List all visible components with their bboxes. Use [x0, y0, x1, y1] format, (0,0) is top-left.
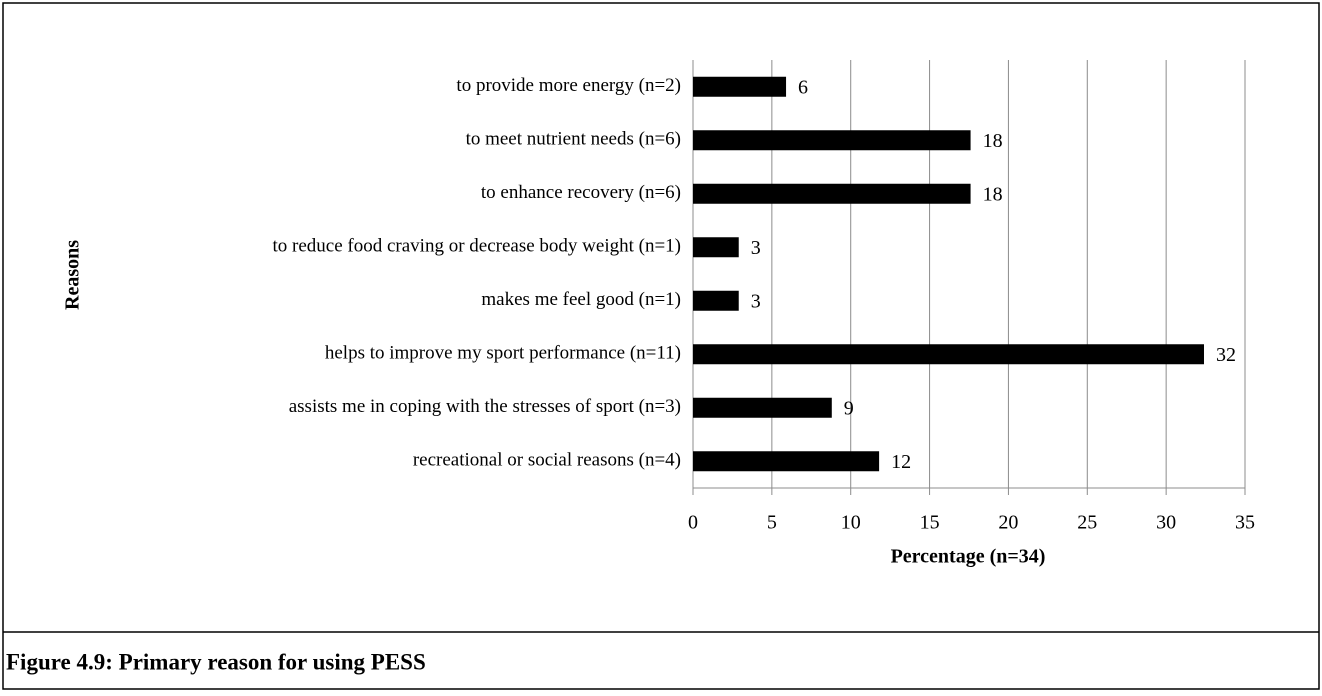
- x-axis-title: Percentage (n=34): [891, 546, 1046, 568]
- x-tick-label: 10: [841, 512, 861, 534]
- y-tick-label: to meet nutrient needs (n=6): [466, 129, 681, 150]
- data-label: 18: [983, 183, 1003, 205]
- y-tick-label: to reduce food craving or decrease body …: [273, 236, 682, 257]
- x-tick-label: 20: [998, 512, 1018, 534]
- data-label: 3: [751, 237, 761, 259]
- x-tick-label: 25: [1077, 512, 1097, 534]
- bar: [693, 237, 739, 258]
- bar: [693, 76, 787, 97]
- y-tick-label: makes me feel good (n=1): [481, 289, 681, 310]
- y-tick-label: recreational or social reasons (n=4): [413, 450, 681, 471]
- x-tick-label: 0: [688, 512, 698, 534]
- data-label: 9: [844, 397, 854, 419]
- data-label: 12: [891, 451, 911, 473]
- data-label: 18: [983, 130, 1003, 152]
- bar: [693, 130, 971, 151]
- data-label: 3: [751, 290, 761, 312]
- bar: [693, 183, 971, 204]
- bar: [693, 344, 1204, 365]
- y-axis-title: Reasons: [62, 240, 84, 310]
- y-tick-label: to enhance recovery (n=6): [481, 182, 681, 203]
- x-tick-label: 15: [920, 512, 940, 534]
- x-tick-label: 5: [767, 512, 777, 534]
- y-tick-label: assists me in coping with the stresses o…: [289, 396, 681, 417]
- y-tick-label: to provide more energy (n=2): [456, 75, 681, 96]
- data-label: 32: [1216, 344, 1236, 366]
- x-tick-label: 35: [1235, 512, 1255, 534]
- bar: [693, 290, 739, 311]
- data-label: 6: [798, 76, 808, 98]
- y-tick-label: helps to improve my sport performance (n…: [325, 343, 681, 364]
- bar: [693, 451, 880, 472]
- bar: [693, 397, 832, 418]
- caption: Figure 4.9: Primary reason for using PES…: [6, 649, 426, 674]
- x-tick-label: 30: [1156, 512, 1176, 534]
